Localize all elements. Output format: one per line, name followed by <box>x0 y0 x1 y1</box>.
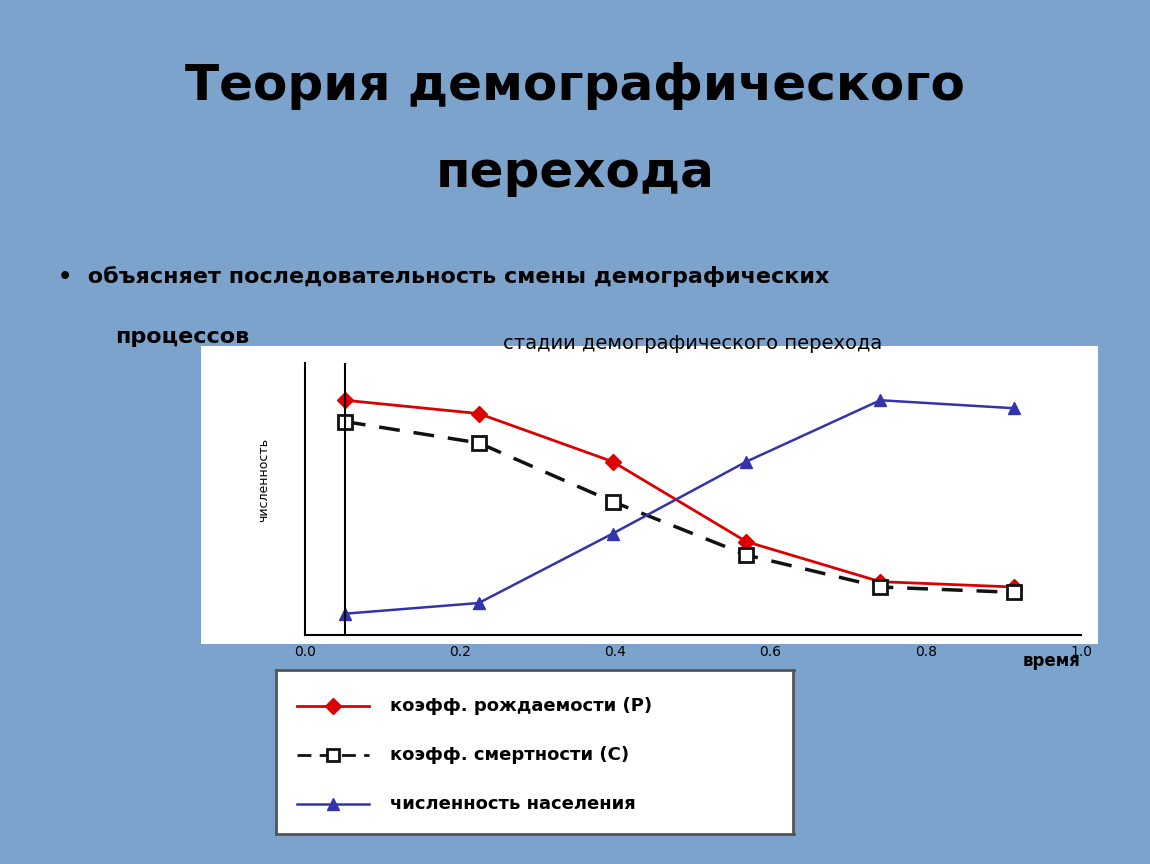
Text: численность населения: численность населения <box>390 795 636 813</box>
Text: время: время <box>1024 652 1081 670</box>
Text: •  объясняет последовательность смены демографических: • объясняет последовательность смены дем… <box>58 266 829 287</box>
Text: процессов: процессов <box>115 327 250 347</box>
Text: Теория демографического: Теория демографического <box>185 62 965 111</box>
Text: перехода: перехода <box>436 149 714 197</box>
Title: стадии демографического перехода: стадии демографического перехода <box>504 334 882 353</box>
Text: коэфф. смертности (С): коэфф. смертности (С) <box>390 746 629 764</box>
Text: численность: численность <box>258 438 270 522</box>
Text: населения, Р,С(в ‰): населения, Р,С(в ‰) <box>312 411 324 548</box>
Text: коэфф. рождаемости (Р): коэфф. рождаемости (Р) <box>390 696 652 715</box>
